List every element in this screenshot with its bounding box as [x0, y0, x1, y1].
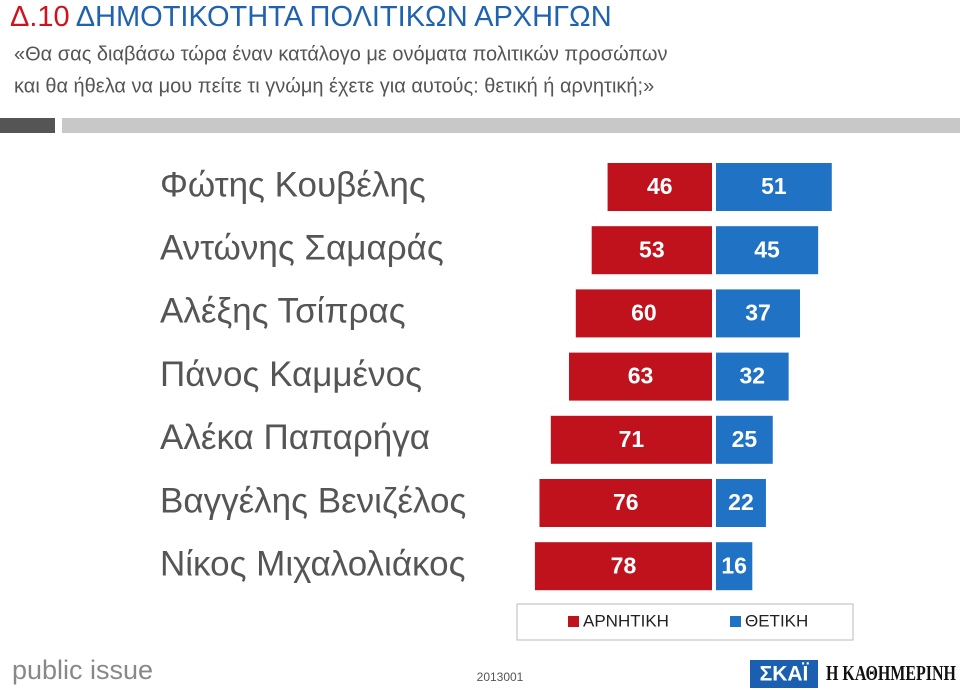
- category-label: Βαγγέλης Βενιζέλος: [160, 481, 466, 520]
- bar: [716, 289, 800, 338]
- value-label: 32: [740, 363, 766, 389]
- bar: [539, 479, 712, 527]
- title: Δ.10 ΔΗΜΟΤΙΚΟΤΗΤΑ ΠΟΛΙΤΙΚΩΝ ΑΡΧΗΓΩΝ: [10, 1, 612, 33]
- value-label: 45: [754, 236, 780, 262]
- bar: [716, 226, 819, 275]
- bar: [550, 415, 712, 464]
- bar: [716, 479, 766, 527]
- logo: Η ΚΑΘΗΜΕΡΙΝΗ: [826, 661, 956, 685]
- divider: [62, 118, 960, 133]
- value-label: 37: [745, 299, 771, 325]
- bar: [716, 542, 753, 591]
- legend-swatch: [730, 616, 741, 627]
- value-label: 76: [613, 489, 639, 515]
- value-label: 51: [761, 173, 787, 199]
- code: 2013001: [477, 670, 524, 684]
- subtitle: «Θα σας διαβάσω τώρα έναν κατάλογο με ον…: [14, 43, 668, 65]
- legend-swatch: [568, 616, 579, 627]
- value-label: 60: [631, 299, 657, 325]
- category-label: Πάνος Καμμένος: [160, 355, 422, 394]
- brand: public issue: [12, 655, 153, 685]
- value-label: 63: [628, 363, 654, 389]
- bar: [716, 163, 832, 211]
- bar: [575, 289, 712, 338]
- subtitle: και θα ήθελα να μου πείτε τι γνώμη έχετε…: [14, 75, 654, 97]
- bar: [591, 226, 712, 275]
- legend-label: ΘΕΤΙΚΗ: [745, 611, 808, 630]
- title-code: Δ.10: [10, 1, 70, 33]
- bar: [716, 415, 773, 464]
- category-label: Αλέξης Τσίπρας: [160, 292, 406, 331]
- value-label: 53: [639, 236, 665, 262]
- bar: [716, 352, 789, 401]
- category-label: Νίκος Μιχαλολιάκος: [160, 544, 465, 583]
- value-label: 22: [728, 489, 754, 515]
- value-label: 46: [647, 173, 673, 199]
- bar: [607, 163, 712, 211]
- bar: [534, 542, 712, 591]
- category-label: Αλέκα Παπαρήγα: [160, 418, 430, 457]
- divider: [0, 118, 55, 133]
- logo-box: [750, 660, 818, 688]
- value-label: 71: [619, 426, 645, 452]
- value-label: 16: [721, 552, 747, 578]
- category-label: Φώτης Κουβέλης: [160, 165, 426, 204]
- value-label: 25: [732, 426, 758, 452]
- category-label: Αντώνης Σαμαράς: [160, 228, 444, 267]
- value-label: 78: [611, 552, 637, 578]
- legend-label: ΑΡΝΗΤΙΚΗ: [583, 611, 669, 630]
- bar: [568, 352, 712, 401]
- logo: ΣΚΑΪ: [760, 663, 810, 686]
- title-text: ΔΗΜΟΤΙΚΟΤΗΤΑ ΠΟΛΙΤΙΚΩΝ ΑΡΧΗΓΩΝ: [76, 1, 612, 33]
